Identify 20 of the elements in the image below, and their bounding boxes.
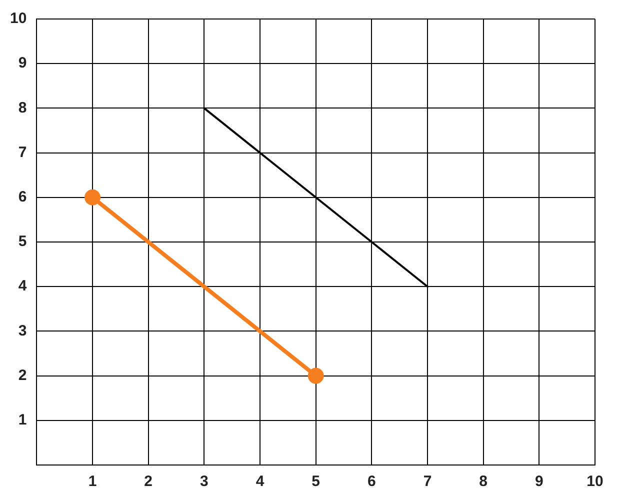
y-tick-label: 7 [18,144,27,161]
x-tick-label: 3 [200,473,208,490]
x-tick-label: 1 [88,473,97,490]
x-tick-label: 7 [423,473,432,490]
y-tick-label: 10 [10,10,27,28]
y-tick-label: 2 [18,366,27,384]
y-tick-label: 1 [18,412,27,429]
y-tick-label: 9 [18,54,27,72]
y-tick-label: 8 [18,99,27,116]
y-tick-label: 4 [18,278,28,295]
y-tick-label: 3 [18,322,27,340]
x-tick-label: 4 [256,473,265,490]
x-tick-label: 10 [586,473,604,490]
x-tick-label: 5 [312,473,320,490]
x-tick-label: 2 [144,473,153,490]
x-tick-label: 6 [368,473,376,490]
x-tick-label: 8 [479,473,488,490]
y-tick-label: 5 [18,233,27,250]
x-tick-label: 9 [534,473,544,490]
y-tick-label: 6 [18,188,27,206]
